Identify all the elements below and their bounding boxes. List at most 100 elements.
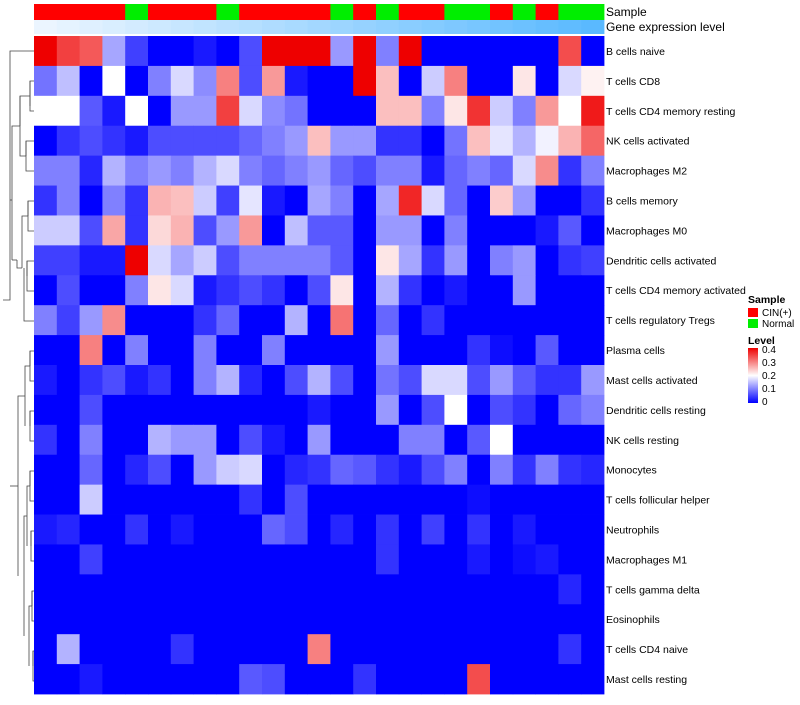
heatmap-cell: [353, 394, 377, 426]
sample-annot-cell-8: [216, 4, 240, 20]
row-label: Monocytes: [606, 465, 657, 477]
row-label: T cells CD4 naive: [606, 644, 688, 656]
heatmap-cell: [79, 365, 103, 396]
heatmap-cell: [239, 604, 263, 635]
heatmap-cell: [398, 185, 422, 216]
expr-annot-cell-5: [148, 20, 172, 34]
heatmap-cell: [467, 484, 491, 515]
heatmap-cell: [512, 514, 536, 545]
heatmap-cell: [558, 215, 582, 246]
heatmap-cell: [193, 604, 217, 635]
heatmap-cell: [239, 574, 263, 605]
expr-annot-cell-20: [490, 20, 514, 34]
heatmap-cell: [444, 275, 468, 306]
row-label: Macrophages M0: [606, 225, 687, 237]
heatmap-cell: [34, 275, 58, 306]
heatmap-cell: [170, 155, 194, 186]
heatmap-cell: [398, 394, 422, 426]
heatmap-cell: [558, 664, 582, 695]
expr-annot-cell-2: [79, 20, 103, 34]
row-label: T cells CD4 memory activated: [606, 285, 746, 297]
heatmap-cell: [512, 544, 536, 575]
heatmap-cell: [490, 95, 514, 127]
heatmap-cell: [262, 95, 286, 127]
heatmap-cell: [490, 155, 514, 186]
heatmap-cell: [34, 574, 58, 605]
heatmap-cell: [56, 574, 80, 605]
heatmap-cell: [353, 305, 377, 336]
heatmap-cell: [34, 185, 58, 216]
heatmap-cell: [284, 275, 308, 306]
heatmap-cell: [558, 305, 582, 336]
heatmap-cell: [307, 664, 331, 695]
heatmap-cell: [421, 664, 445, 695]
heatmap-cell: [284, 514, 308, 545]
heatmap-cell: [216, 664, 240, 695]
heatmap-cell: [421, 36, 445, 67]
heatmap-cell: [102, 454, 126, 486]
heatmap-cell: [216, 36, 240, 67]
heatmap-cell: [330, 215, 354, 246]
heatmap-cell: [558, 634, 582, 665]
heatmap-cell: [193, 424, 217, 456]
heatmap-cell: [56, 155, 80, 186]
heatmap-cell: [170, 514, 194, 545]
heatmap-cell: [421, 484, 445, 515]
heatmap-cell: [125, 574, 149, 605]
expr-annot-cell-8: [216, 20, 240, 34]
expr-annot-cell-19: [467, 20, 491, 34]
heatmap-cell: [490, 275, 514, 306]
heatmap-cell: [170, 604, 194, 635]
heatmap-cell: [581, 185, 605, 216]
heatmap-cell: [216, 155, 240, 186]
heatmap-cell: [34, 484, 58, 515]
heatmap-cell: [79, 454, 103, 486]
heatmap-cell: [490, 125, 514, 157]
sample-annot-cell-3: [102, 4, 126, 20]
heatmap-cell: [353, 454, 377, 486]
heatmap-cell: [353, 155, 377, 186]
heatmap-cell: [148, 185, 172, 216]
sample-annot-cell-13: [330, 4, 354, 20]
heatmap-cell: [353, 95, 377, 127]
heatmap-cell: [512, 335, 536, 366]
row-label: Dendritic cells resting: [606, 405, 706, 417]
heatmap-cell: [558, 275, 582, 306]
heatmap-cell: [239, 544, 263, 575]
expr-annot-cell-1: [56, 20, 80, 34]
sample-annot-cell-22: [535, 4, 559, 20]
heatmap-cell: [193, 365, 217, 396]
row-label: NK cells activated: [606, 136, 690, 148]
heatmap-cell: [512, 245, 536, 276]
heatmap-cell: [284, 424, 308, 456]
heatmap-cell: [376, 305, 400, 336]
heatmap-cell: [193, 275, 217, 306]
row-label: T cells regulatory Tregs: [606, 315, 715, 327]
heatmap-cell: [125, 394, 149, 426]
heatmap-cell: [581, 305, 605, 336]
heatmap-cell: [307, 424, 331, 456]
heatmap-cell: [102, 544, 126, 575]
heatmap-cell: [79, 65, 103, 97]
heatmap-cell: [330, 394, 354, 426]
heatmap-cell: [216, 424, 240, 456]
heatmap-cell: [330, 604, 354, 635]
heatmap-cell: [535, 185, 559, 216]
heatmap-cell: [34, 36, 58, 67]
heatmap-cell: [79, 634, 103, 665]
heatmap-cell: [193, 65, 217, 97]
heatmap-cell: [79, 604, 103, 635]
heatmap-cell: [170, 365, 194, 396]
heatmap-cell: [444, 394, 468, 426]
heatmap-cell: [398, 544, 422, 575]
heatmap-cell: [467, 305, 491, 336]
heatmap-cell: [56, 36, 80, 67]
heatmap-cell: [148, 125, 172, 157]
heatmap-cell: [512, 394, 536, 426]
heatmap-cell: [535, 634, 559, 665]
heatmap-cell: [34, 664, 58, 695]
heatmap-cell: [330, 185, 354, 216]
heatmap-cell: [262, 424, 286, 456]
heatmap-cell: [56, 484, 80, 515]
heatmap-cell: [34, 424, 58, 456]
